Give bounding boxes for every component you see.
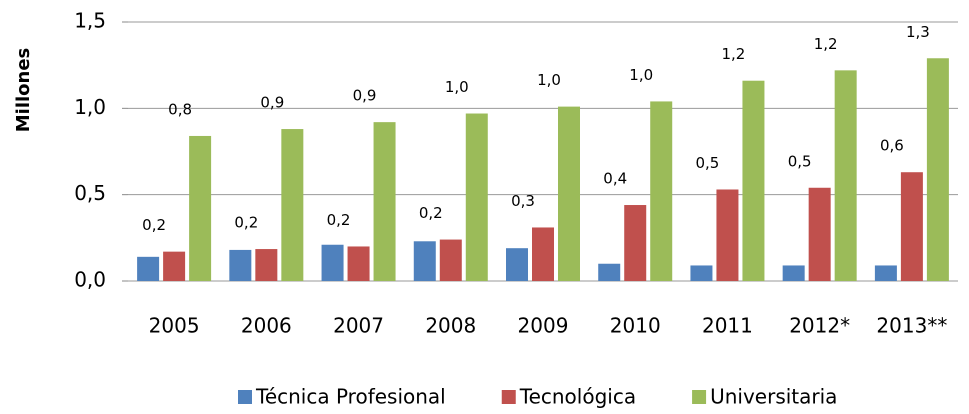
y-axis-label: Millones (13, 48, 34, 133)
x-tick-label: 2013** (876, 314, 947, 338)
bar (532, 227, 554, 281)
data-label: 0,2 (419, 204, 443, 222)
bar (624, 205, 647, 281)
bar (347, 246, 370, 281)
bar (558, 106, 580, 282)
data-label: 0,9 (260, 94, 284, 112)
bar (808, 187, 831, 281)
y-tick-label: 1,5 (74, 9, 106, 33)
x-tick-label: 2008 (425, 314, 476, 338)
legend-swatch (501, 390, 516, 404)
bar (281, 129, 304, 281)
x-tick-label: 2006 (241, 314, 292, 338)
bar (782, 265, 805, 281)
bar (598, 263, 621, 281)
data-label: 0,5 (696, 154, 720, 172)
data-label: 0,4 (603, 170, 627, 188)
x-tick-label: 2010 (610, 314, 661, 338)
data-label: 1,0 (629, 66, 653, 84)
y-tick-label: 1,0 (74, 95, 106, 119)
data-label: 1,2 (814, 35, 838, 53)
legend-label: Tecnológica (519, 385, 636, 409)
legend-swatch (238, 390, 252, 404)
data-label: 1,0 (445, 78, 469, 96)
legend-swatch (692, 390, 707, 404)
bar (439, 239, 462, 281)
bar (690, 265, 713, 281)
bar (874, 265, 897, 281)
y-tick-label: 0,0 (74, 268, 106, 292)
data-label: 0,8 (168, 100, 192, 118)
data-label: 0,2 (327, 211, 351, 229)
bar (742, 80, 765, 281)
data-label: 0,9 (353, 87, 377, 105)
bar (373, 122, 396, 281)
x-tick-label: 2009 (518, 314, 569, 338)
bar (926, 58, 949, 282)
bar (137, 256, 160, 281)
bar (413, 241, 436, 281)
data-label: 1,3 (906, 23, 930, 41)
data-label: 0,2 (142, 216, 166, 234)
bar (255, 249, 278, 281)
data-label: 1,0 (537, 71, 561, 89)
bar (834, 70, 857, 281)
bar (163, 251, 186, 281)
x-tick-label: 2012* (789, 314, 850, 338)
data-label: 0,3 (511, 192, 535, 210)
bar (506, 248, 528, 281)
legend-label: Universitaria (710, 385, 837, 409)
data-label: 0,5 (788, 152, 812, 170)
bar (650, 101, 673, 281)
bar (900, 172, 923, 281)
y-tick-label: 0,5 (74, 181, 106, 205)
x-tick-label: 2007 (333, 314, 384, 338)
bar (229, 249, 252, 281)
legend-label: Técnica Profesional (255, 385, 446, 409)
data-label: 0,2 (234, 214, 258, 232)
x-tick-label: 2011 (702, 314, 753, 338)
x-tick-label: 2005 (149, 314, 200, 338)
bar (321, 244, 344, 281)
data-label: 0,6 (880, 137, 904, 155)
bar (465, 113, 488, 281)
bar (189, 135, 212, 281)
data-label: 1,2 (722, 45, 746, 63)
bar (716, 189, 739, 281)
